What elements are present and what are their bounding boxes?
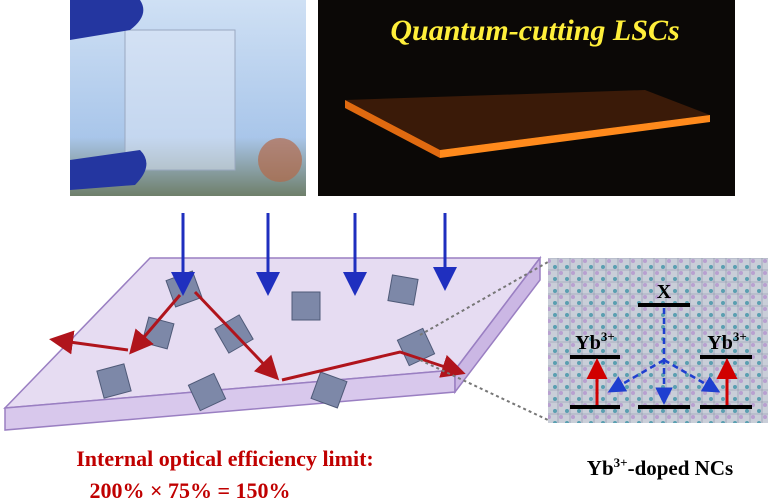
level-label: Yb3+ [575, 329, 615, 354]
photo-left [70, 0, 306, 196]
level-label: Yb3+ [707, 329, 747, 354]
efficiency-line: Internal optical efficiency limit: [76, 446, 374, 471]
emission-paths [49, 290, 466, 382]
crystal-panel: X Yb3+ Yb3+ [548, 258, 768, 423]
zoom-lines [419, 261, 549, 421]
level-label: X [657, 281, 672, 303]
level-sup: 3+ [733, 329, 747, 344]
level-base: Yb [707, 332, 733, 354]
level-base: Yb [575, 332, 601, 354]
incident-arrows [171, 213, 457, 296]
caption-base: Yb [587, 456, 614, 480]
caption-sup: 3+ [614, 455, 628, 470]
efficiency-line: 200% × 75% = 150% [89, 478, 290, 503]
caption-rest: -doped NCs [628, 456, 734, 480]
caption: Yb3+-doped NCs [587, 455, 733, 480]
photo-right: Quantum-cutting LSCs [318, 0, 735, 196]
photo-title: Quantum-cutting LSCs [390, 14, 679, 47]
level-sup: 3+ [601, 329, 615, 344]
